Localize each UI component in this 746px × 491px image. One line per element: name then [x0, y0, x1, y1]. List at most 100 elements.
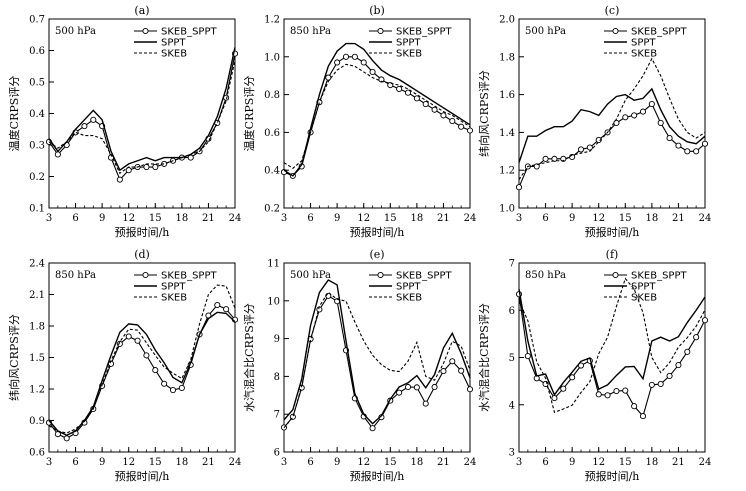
y-tick-label: 2.1 [29, 290, 45, 301]
data-point [143, 163, 150, 171]
data-point [422, 101, 429, 108]
data-point [542, 380, 549, 388]
legend-label: SKEB_SPPT [161, 271, 217, 282]
y-tick-label: 5 [509, 353, 515, 364]
data-point [431, 383, 438, 391]
y-tick-label: 10 [267, 296, 280, 307]
panel-f: 3 6 9 12 15 18 21 24 3 4 5 6 7 (f) 850 hPa 预报时间/h 水汽混合比C… [477, 248, 711, 483]
pressure-level-label: 850 hPa [55, 270, 96, 281]
x-tick-label: 24 [699, 213, 712, 224]
series-line-sppt [283, 42, 471, 177]
x-axis-label: 预报时间/h [115, 225, 170, 239]
legend-label: SKEB [631, 293, 657, 304]
series-line-sppt [48, 311, 236, 436]
y-tick-label: 0.9 [29, 416, 45, 427]
data-point [524, 353, 531, 360]
x-tick-label: 9 [569, 457, 575, 468]
data-point [214, 301, 221, 309]
x-tick-label: 3 [516, 213, 522, 224]
x-tick-label: 9 [569, 213, 575, 224]
data-point [684, 148, 691, 155]
data-point [458, 123, 465, 130]
data-point [152, 163, 159, 171]
data-point [134, 337, 141, 344]
y-tick-label: 0.4 [264, 166, 280, 177]
legend-label: SKEB [631, 49, 657, 60]
data-point [431, 106, 438, 113]
y-tick-label: 1.6 [499, 90, 515, 101]
data-point [675, 142, 682, 149]
series-line-skeb [518, 57, 706, 180]
data-point [666, 372, 673, 379]
legend-label: SPPT [396, 282, 421, 293]
x-tick-label: 12 [592, 457, 605, 468]
y-tick-label: 0.1 [29, 204, 45, 215]
series-line-sppt [518, 288, 706, 397]
data-point [116, 176, 123, 183]
legend-marker [142, 271, 149, 279]
x-tick-label: 9 [334, 213, 340, 224]
series-line-sppt [283, 279, 471, 425]
x-tick-label: 24 [229, 213, 242, 224]
data-point [404, 383, 412, 391]
y-tick-label: 4 [509, 400, 515, 411]
y-axis-label: 水汽混合比CRPS评分 [477, 303, 491, 412]
x-tick-label: 12 [592, 213, 605, 224]
data-point [551, 155, 558, 162]
x-tick-label: 15 [384, 213, 397, 224]
data-point [360, 59, 367, 66]
y-tick-label: 0.2 [29, 172, 45, 183]
panel-title: (a) [134, 4, 149, 17]
legend-marker [612, 271, 619, 279]
y-tick-label: 6 [509, 306, 515, 317]
data-point [595, 136, 602, 144]
x-tick-label: 6 [72, 213, 78, 224]
pressure-level-label: 500 hPa [55, 26, 96, 37]
y-tick-label: 9 [274, 334, 280, 345]
data-point [586, 144, 593, 151]
y-axis-label: 温度CRPS评分 [7, 76, 21, 152]
y-tick-label: 1.0 [499, 204, 515, 215]
data-point [560, 385, 567, 392]
data-point [657, 119, 664, 126]
plot-frame [283, 262, 471, 453]
y-tick-label: 0.4 [29, 109, 45, 120]
legend-marker [377, 27, 384, 35]
y-tick-label: 6 [274, 448, 280, 459]
data-point [81, 123, 88, 130]
x-tick-label: 24 [229, 457, 242, 468]
panel-a: 3 6 9 12 15 18 21 24 0.1 0.2 0.3 0.4 0.5 0.6 0.7 (a) 500… [7, 4, 241, 239]
y-tick-label: 1.2 [264, 15, 280, 26]
data-point [466, 127, 474, 134]
x-tick-label: 21 [672, 457, 685, 468]
data-point [551, 395, 558, 402]
pressure-level-label: 850 hPa [290, 26, 331, 37]
series-line-sppt [518, 87, 706, 163]
x-tick-label: 24 [699, 457, 712, 468]
data-point [666, 135, 673, 142]
data-point [63, 435, 70, 442]
legend-label: SKEB_SPPT [396, 271, 452, 282]
y-tick-label: 0.7 [29, 15, 45, 26]
x-tick-label: 15 [619, 213, 632, 224]
data-point [152, 367, 159, 374]
y-tick-label: 1.8 [499, 52, 515, 63]
legend-label: SPPT [631, 282, 656, 293]
y-tick-label: 0.5 [29, 78, 45, 89]
x-tick-label: 12 [357, 213, 370, 224]
data-point [396, 85, 403, 92]
data-point [342, 53, 350, 60]
data-point [542, 155, 549, 162]
plot-frame [518, 262, 706, 453]
x-tick-label: 21 [437, 213, 450, 224]
data-point [631, 112, 638, 119]
legend-label: SKEB [161, 293, 187, 304]
data-point [334, 59, 341, 66]
series-line-skeb-sppt [283, 295, 471, 430]
series-line-skeb-sppt [48, 304, 236, 439]
x-tick-label: 12 [122, 457, 135, 468]
data-point [604, 392, 611, 399]
